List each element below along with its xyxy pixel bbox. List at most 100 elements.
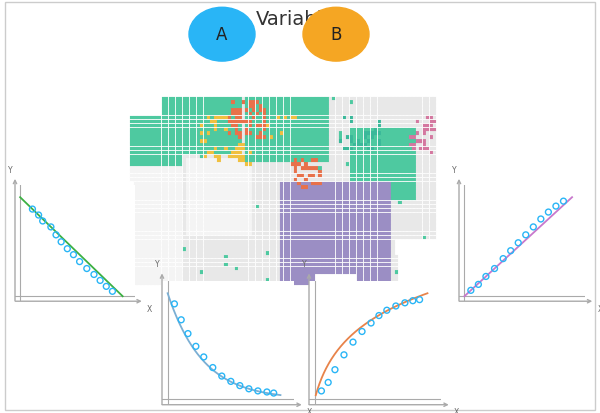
Bar bbox=[336, 252, 339, 255]
Bar bbox=[284, 186, 287, 190]
Bar bbox=[165, 236, 169, 240]
Bar bbox=[374, 236, 377, 240]
Bar bbox=[193, 171, 196, 174]
Bar bbox=[416, 217, 419, 220]
Bar bbox=[381, 155, 384, 159]
Bar bbox=[371, 213, 374, 216]
Bar bbox=[433, 205, 436, 209]
Bar bbox=[433, 151, 436, 155]
Bar bbox=[273, 167, 277, 170]
Bar bbox=[346, 213, 349, 216]
Point bbox=[68, 252, 78, 259]
Bar bbox=[179, 121, 182, 124]
Bar bbox=[311, 248, 314, 251]
Bar bbox=[329, 228, 332, 232]
Bar bbox=[430, 186, 433, 190]
Bar bbox=[186, 221, 190, 224]
Bar bbox=[277, 159, 280, 162]
Bar bbox=[325, 178, 329, 182]
Bar bbox=[294, 228, 297, 232]
Bar bbox=[266, 225, 269, 228]
Bar bbox=[176, 225, 179, 228]
Bar bbox=[391, 213, 395, 216]
Bar bbox=[343, 159, 346, 162]
Bar bbox=[364, 159, 367, 162]
Bar bbox=[339, 252, 343, 255]
Bar bbox=[249, 232, 252, 236]
Bar bbox=[287, 282, 290, 286]
Bar bbox=[290, 163, 294, 166]
Bar bbox=[388, 197, 391, 201]
Bar bbox=[235, 116, 238, 120]
Bar bbox=[311, 202, 314, 205]
Bar bbox=[207, 240, 210, 243]
Bar bbox=[130, 163, 134, 166]
Bar bbox=[259, 278, 262, 282]
Bar bbox=[269, 136, 273, 139]
Bar bbox=[350, 128, 353, 132]
Bar bbox=[315, 240, 318, 243]
Bar bbox=[211, 282, 214, 286]
Bar bbox=[388, 186, 391, 190]
Bar bbox=[141, 163, 144, 166]
Bar bbox=[308, 209, 311, 213]
Bar bbox=[416, 159, 419, 162]
Bar bbox=[287, 194, 290, 197]
Bar bbox=[280, 217, 283, 220]
Bar bbox=[266, 116, 269, 120]
Bar bbox=[287, 132, 290, 135]
Bar bbox=[137, 217, 140, 220]
Bar bbox=[356, 240, 360, 243]
Bar bbox=[367, 255, 370, 259]
Bar bbox=[367, 221, 370, 224]
Bar bbox=[388, 275, 391, 278]
Bar bbox=[207, 151, 210, 155]
Bar bbox=[402, 147, 405, 151]
Bar bbox=[343, 124, 346, 128]
Bar bbox=[197, 244, 200, 247]
Bar bbox=[145, 255, 148, 259]
Bar bbox=[325, 171, 329, 174]
Bar bbox=[193, 205, 196, 209]
Bar bbox=[388, 267, 391, 271]
Bar bbox=[256, 174, 259, 178]
Bar bbox=[151, 228, 155, 232]
Bar bbox=[367, 197, 370, 201]
Bar bbox=[319, 263, 322, 266]
Bar bbox=[346, 174, 349, 178]
Bar bbox=[228, 159, 231, 162]
Bar bbox=[162, 171, 165, 174]
Bar bbox=[217, 128, 221, 132]
Bar bbox=[280, 128, 283, 132]
Bar bbox=[423, 174, 426, 178]
Bar bbox=[416, 140, 419, 143]
Bar bbox=[343, 167, 346, 170]
Bar bbox=[141, 252, 144, 255]
Bar bbox=[406, 190, 409, 193]
Bar bbox=[426, 174, 430, 178]
Bar bbox=[162, 159, 165, 162]
Bar bbox=[145, 244, 148, 247]
Bar bbox=[423, 209, 426, 213]
Bar bbox=[162, 202, 165, 205]
Point bbox=[269, 390, 278, 396]
Bar bbox=[203, 174, 207, 178]
Bar bbox=[256, 163, 259, 166]
Bar bbox=[277, 105, 280, 109]
Bar bbox=[304, 171, 308, 174]
Bar bbox=[315, 213, 318, 216]
Bar bbox=[238, 174, 242, 178]
Bar bbox=[145, 194, 148, 197]
Bar bbox=[172, 155, 175, 159]
Bar bbox=[238, 109, 242, 112]
Bar bbox=[179, 155, 182, 159]
Bar bbox=[137, 213, 140, 216]
Bar bbox=[409, 155, 412, 159]
Bar bbox=[249, 225, 252, 228]
Bar bbox=[280, 278, 283, 282]
Bar bbox=[336, 205, 339, 209]
Bar bbox=[263, 217, 266, 220]
Bar bbox=[336, 167, 339, 170]
Bar bbox=[304, 147, 308, 151]
Bar bbox=[155, 232, 158, 236]
